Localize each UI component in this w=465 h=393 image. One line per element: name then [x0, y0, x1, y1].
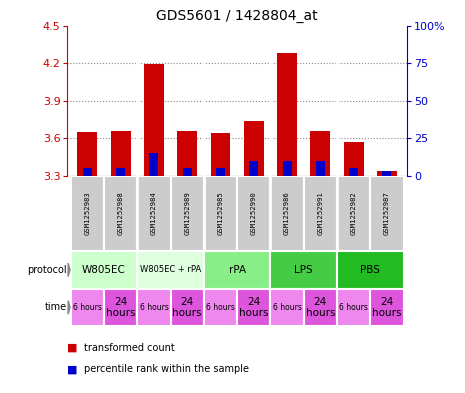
- Text: 24
hours: 24 hours: [173, 297, 202, 318]
- Bar: [271, 176, 304, 251]
- Bar: [337, 176, 370, 251]
- Text: 6 hours: 6 hours: [339, 303, 368, 312]
- Text: GSM1252989: GSM1252989: [184, 191, 190, 235]
- Text: percentile rank within the sample: percentile rank within the sample: [84, 364, 249, 375]
- Bar: [271, 288, 304, 326]
- Text: GSM1252982: GSM1252982: [351, 191, 357, 235]
- Bar: [137, 288, 171, 326]
- Text: 6 hours: 6 hours: [272, 303, 301, 312]
- Bar: [237, 288, 271, 326]
- Title: GDS5601 / 1428804_at: GDS5601 / 1428804_at: [156, 9, 318, 23]
- Bar: [349, 168, 358, 176]
- Bar: [204, 251, 271, 288]
- Text: 24
hours: 24 hours: [372, 297, 402, 318]
- Bar: [370, 176, 404, 251]
- Text: protocol: protocol: [27, 265, 67, 275]
- Bar: [149, 153, 159, 176]
- Bar: [71, 288, 104, 326]
- Bar: [71, 176, 104, 251]
- Text: GSM1252983: GSM1252983: [84, 191, 90, 235]
- Text: GSM1252987: GSM1252987: [384, 191, 390, 235]
- Bar: [177, 131, 197, 176]
- Bar: [382, 171, 392, 176]
- Text: 6 hours: 6 hours: [206, 303, 235, 312]
- Bar: [283, 161, 292, 176]
- Bar: [111, 131, 131, 176]
- Bar: [171, 288, 204, 326]
- Bar: [304, 176, 337, 251]
- Text: GSM1252986: GSM1252986: [284, 191, 290, 235]
- Polygon shape: [68, 263, 70, 277]
- Bar: [116, 168, 125, 176]
- Bar: [204, 288, 237, 326]
- Bar: [83, 168, 92, 176]
- Text: PBS: PBS: [360, 265, 380, 275]
- Bar: [244, 121, 264, 176]
- Bar: [104, 288, 137, 326]
- Bar: [211, 133, 231, 176]
- Polygon shape: [68, 301, 70, 314]
- Bar: [304, 288, 337, 326]
- Bar: [344, 142, 364, 176]
- Text: GSM1252990: GSM1252990: [251, 191, 257, 235]
- Text: W805EC: W805EC: [82, 265, 126, 275]
- Bar: [137, 176, 171, 251]
- Bar: [183, 168, 192, 176]
- Text: 24
hours: 24 hours: [106, 297, 135, 318]
- Text: W805EC + rPA: W805EC + rPA: [140, 265, 201, 274]
- Bar: [77, 132, 97, 176]
- Text: time: time: [45, 302, 67, 312]
- Bar: [337, 288, 370, 326]
- Text: 24
hours: 24 hours: [239, 297, 269, 318]
- Text: 6 hours: 6 hours: [140, 303, 168, 312]
- Bar: [237, 176, 271, 251]
- Bar: [316, 161, 325, 176]
- Bar: [204, 176, 237, 251]
- Bar: [310, 131, 330, 176]
- Bar: [277, 53, 297, 176]
- Text: transformed count: transformed count: [84, 343, 174, 353]
- Bar: [216, 168, 225, 176]
- Bar: [370, 288, 404, 326]
- Text: GSM1252984: GSM1252984: [151, 191, 157, 235]
- Text: GSM1252991: GSM1252991: [317, 191, 323, 235]
- Text: LPS: LPS: [294, 265, 313, 275]
- Bar: [337, 251, 404, 288]
- Text: ■: ■: [67, 343, 78, 353]
- Bar: [377, 171, 397, 176]
- Bar: [137, 251, 204, 288]
- Text: rPA: rPA: [229, 265, 246, 275]
- Bar: [171, 176, 204, 251]
- Bar: [144, 64, 164, 176]
- Bar: [249, 161, 258, 176]
- Text: ■: ■: [67, 364, 78, 375]
- Bar: [71, 251, 137, 288]
- Bar: [271, 251, 337, 288]
- Text: GSM1252988: GSM1252988: [118, 191, 124, 235]
- Bar: [104, 176, 137, 251]
- Text: GSM1252985: GSM1252985: [218, 191, 224, 235]
- Text: 24
hours: 24 hours: [306, 297, 335, 318]
- Text: 6 hours: 6 hours: [73, 303, 102, 312]
